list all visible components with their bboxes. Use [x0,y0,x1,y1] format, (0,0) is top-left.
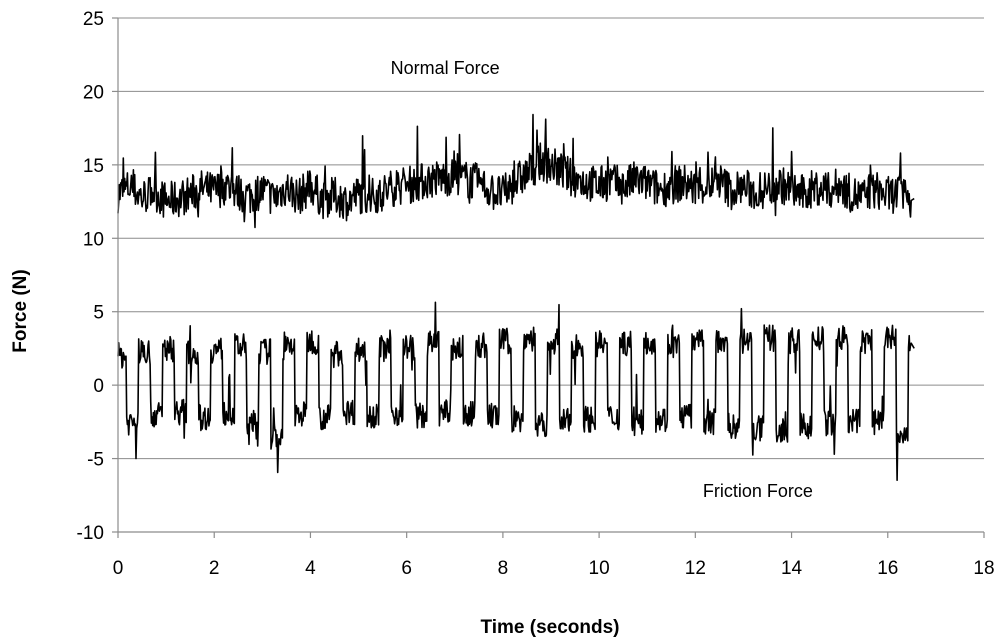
x-tick-label: 6 [401,558,412,579]
y-tick-label: -10 [77,523,104,544]
normal-force-line [117,113,915,229]
y-tick-label: 5 [93,303,104,324]
friction-force-label: Friction Force [703,481,813,501]
y-tick-label: -5 [87,450,104,471]
grid-lines [118,17,984,460]
x-tick-label: 12 [685,558,706,579]
x-tick-label: 18 [973,558,994,579]
x-tick-label: 10 [589,558,610,579]
y-tick-label: 0 [93,376,104,397]
annotations: Normal Force Friction Force [391,58,813,501]
y-tick-label: 15 [83,156,104,177]
x-tick-label: 14 [781,558,803,579]
y-tick-label: 25 [83,9,104,30]
x-tick-label: 0 [113,558,124,579]
normal-force-label: Normal Force [391,58,500,78]
y-tick-label: 20 [83,82,104,103]
x-tick-label: 8 [498,558,509,579]
x-tick-label: 16 [877,558,898,579]
y-tick-label: 10 [83,229,104,250]
series-layer [117,113,915,481]
x-tick-label: 4 [305,558,316,579]
x-axis-title: Time (seconds) [480,617,619,638]
friction-force-line [117,301,915,481]
tick-labels: -10 -5 0 5 10 15 20 25 0 2 4 6 8 10 12 14 16 18 [77,9,995,579]
x-tick-label: 2 [209,558,220,579]
y-axis-title: Force (N) [10,269,31,352]
axes [112,17,985,538]
